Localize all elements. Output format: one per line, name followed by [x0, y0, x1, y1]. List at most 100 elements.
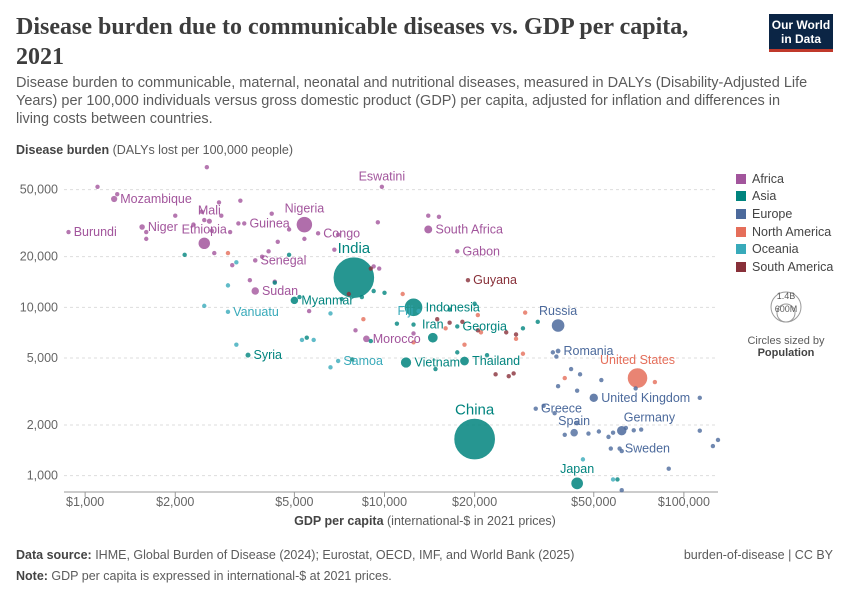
data-point[interactable]: [394, 321, 400, 326]
data-point[interactable]: [627, 367, 648, 389]
data-point[interactable]: [416, 308, 421, 314]
data-point[interactable]: [411, 322, 416, 327]
data-point[interactable]: [506, 373, 511, 379]
data-point[interactable]: [577, 372, 583, 377]
data-point[interactable]: [202, 303, 207, 309]
data-point[interactable]: [306, 308, 312, 314]
data-point[interactable]: [606, 434, 611, 440]
data-point[interactable]: [435, 317, 440, 322]
data-point[interactable]: [555, 384, 561, 389]
data-point[interactable]: [427, 332, 439, 344]
data-point[interactable]: [574, 420, 580, 426]
data-point[interactable]: [568, 366, 574, 372]
data-point[interactable]: [173, 213, 178, 218]
data-point[interactable]: [423, 224, 433, 235]
data-point[interactable]: [447, 307, 452, 312]
legend-item[interactable]: South America: [736, 258, 833, 276]
data-point[interactable]: [219, 213, 224, 218]
data-point[interactable]: [191, 222, 196, 227]
data-point[interactable]: [115, 191, 120, 197]
data-point[interactable]: [286, 252, 292, 258]
data-point[interactable]: [460, 319, 465, 325]
data-point[interactable]: [332, 256, 375, 299]
data-point[interactable]: [638, 427, 644, 432]
data-point[interactable]: [513, 332, 519, 337]
data-point[interactable]: [275, 239, 280, 245]
data-point[interactable]: [484, 352, 490, 358]
data-point[interactable]: [596, 429, 602, 434]
chart-slug-license[interactable]: burden-of-disease | CC BY: [683, 548, 833, 562]
data-point[interactable]: [522, 310, 528, 315]
data-point[interactable]: [375, 220, 381, 225]
data-point[interactable]: [475, 312, 481, 318]
data-point[interactable]: [212, 250, 217, 256]
data-point[interactable]: [520, 326, 526, 331]
data-point[interactable]: [574, 388, 580, 393]
data-point[interactable]: [570, 476, 584, 490]
data-point[interactable]: [453, 418, 496, 461]
data-point[interactable]: [234, 342, 239, 347]
data-point[interactable]: [610, 477, 616, 482]
data-point[interactable]: [551, 318, 565, 333]
data-point[interactable]: [111, 195, 118, 203]
data-point[interactable]: [710, 443, 716, 449]
data-point[interactable]: [493, 372, 498, 377]
data-point[interactable]: [359, 294, 365, 300]
data-point[interactable]: [550, 350, 556, 355]
data-point[interactable]: [95, 184, 100, 189]
data-point[interactable]: [363, 335, 370, 343]
data-point[interactable]: [504, 330, 509, 335]
data-point[interactable]: [252, 258, 258, 263]
data-point[interactable]: [411, 331, 416, 336]
data-point[interactable]: [455, 350, 460, 355]
data-point[interactable]: [302, 236, 307, 242]
data-point[interactable]: [520, 351, 526, 356]
data-point[interactable]: [475, 328, 481, 333]
data-point[interactable]: [652, 379, 658, 385]
data-point[interactable]: [570, 428, 578, 437]
data-point[interactable]: [269, 211, 274, 216]
data-point[interactable]: [513, 336, 519, 342]
data-point[interactable]: [552, 411, 557, 416]
data-point[interactable]: [335, 232, 341, 237]
legend-item[interactable]: Europe: [736, 205, 833, 223]
data-point[interactable]: [443, 326, 448, 331]
data-point[interactable]: [615, 477, 620, 482]
data-point[interactable]: [66, 229, 71, 235]
data-point[interactable]: [266, 249, 271, 254]
data-point[interactable]: [247, 277, 253, 283]
data-point[interactable]: [379, 184, 385, 189]
data-point[interactable]: [610, 430, 616, 435]
data-point[interactable]: [199, 209, 204, 214]
data-point[interactable]: [619, 448, 624, 454]
data-point[interactable]: [245, 352, 251, 358]
data-point[interactable]: [296, 216, 313, 233]
data-point[interactable]: [139, 224, 145, 230]
legend-item[interactable]: North America: [736, 223, 833, 241]
data-point[interactable]: [400, 356, 412, 369]
owid-logo[interactable]: Our World in Data: [769, 14, 833, 52]
data-point[interactable]: [426, 213, 431, 218]
data-point[interactable]: [350, 357, 355, 362]
data-point[interactable]: [202, 217, 207, 223]
data-point[interactable]: [599, 377, 604, 383]
data-point[interactable]: [533, 406, 538, 411]
data-point[interactable]: [225, 309, 231, 315]
data-point[interactable]: [299, 337, 305, 343]
data-point[interactable]: [225, 283, 231, 288]
data-point[interactable]: [328, 311, 333, 316]
data-point[interactable]: [455, 249, 460, 254]
data-point[interactable]: [465, 277, 471, 283]
legend-item[interactable]: Oceania: [736, 240, 833, 258]
data-point[interactable]: [541, 403, 546, 409]
data-point[interactable]: [197, 236, 211, 250]
data-point[interactable]: [715, 437, 721, 443]
data-point[interactable]: [535, 319, 540, 325]
data-point[interactable]: [697, 428, 702, 433]
data-point[interactable]: [633, 386, 638, 391]
data-point[interactable]: [297, 294, 302, 300]
data-point[interactable]: [332, 247, 337, 252]
data-point[interactable]: [377, 266, 382, 271]
data-point[interactable]: [472, 301, 477, 306]
